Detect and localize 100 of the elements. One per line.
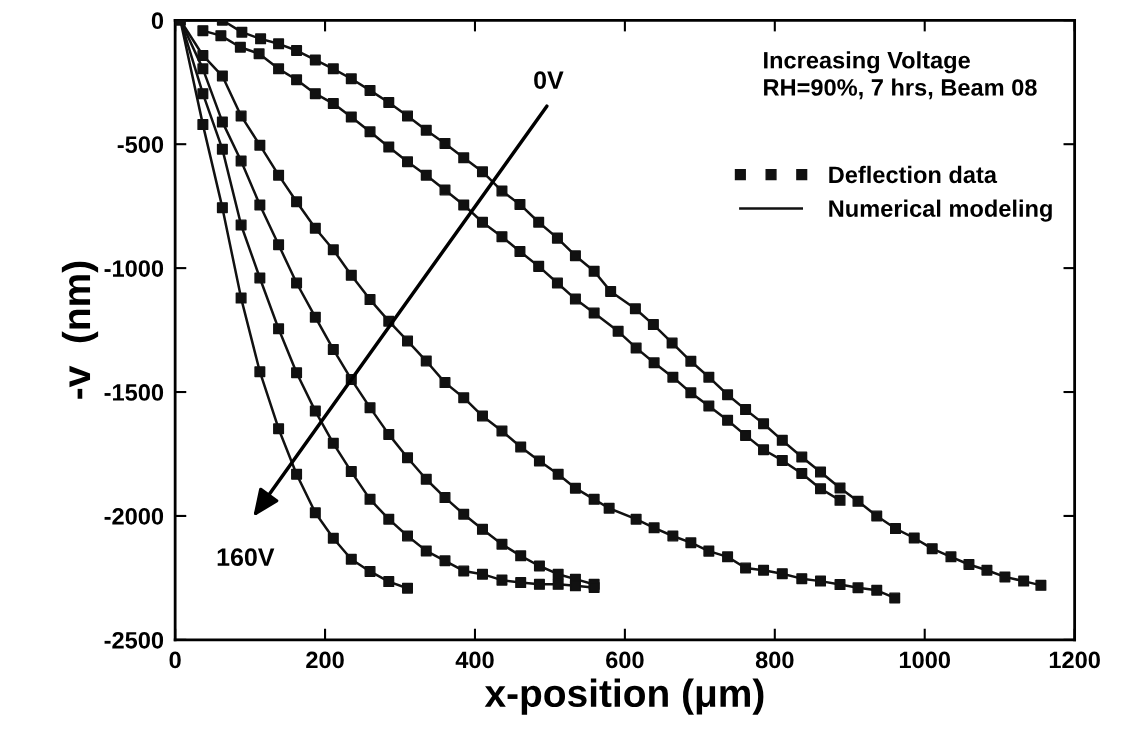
point: [197, 63, 209, 75]
point: [815, 575, 827, 587]
point: [533, 560, 545, 572]
point: [603, 502, 615, 514]
point: [588, 265, 600, 277]
point: [327, 437, 339, 449]
point: [345, 553, 357, 565]
point: [551, 232, 563, 244]
x-tick-label: 1000: [899, 651, 951, 669]
point: [345, 111, 357, 123]
point: [834, 579, 846, 591]
point: [496, 425, 508, 437]
point: [758, 418, 770, 430]
point: [420, 355, 432, 367]
point: [291, 45, 303, 57]
point: [309, 507, 321, 519]
point: [533, 216, 545, 228]
point: [647, 319, 659, 331]
point: [476, 166, 488, 178]
point: [345, 466, 357, 478]
point: [514, 198, 526, 210]
point: [383, 141, 395, 153]
annotation: 0V: [534, 71, 564, 89]
point: [515, 550, 527, 562]
point: [981, 564, 993, 576]
y-tick-label: -1500: [104, 384, 164, 401]
point: [254, 139, 266, 151]
point: [309, 222, 321, 234]
point: [630, 513, 642, 525]
point: [439, 377, 451, 389]
point: [815, 483, 827, 495]
x-tick-label: 600: [606, 651, 644, 669]
point: [648, 522, 660, 534]
point: [439, 492, 451, 504]
point: [402, 452, 414, 464]
point: [889, 592, 901, 604]
point: [758, 564, 770, 576]
y-axis-title: -v (nm): [61, 261, 99, 399]
point: [291, 367, 303, 379]
point: [569, 482, 581, 494]
point: [685, 355, 697, 367]
point: [402, 156, 414, 168]
point: [327, 343, 339, 355]
point: [685, 387, 697, 399]
point: [740, 429, 752, 441]
point: [1018, 575, 1030, 587]
point: [291, 277, 303, 289]
point: [383, 97, 395, 109]
point: [533, 578, 545, 590]
point: [796, 468, 808, 480]
point: [889, 523, 901, 535]
point: [685, 537, 697, 549]
point: [309, 311, 321, 323]
point: [364, 294, 376, 306]
point: [402, 110, 414, 122]
x-tick-label: 1200: [1049, 651, 1100, 669]
point: [999, 571, 1011, 583]
point: [236, 26, 248, 38]
point: [630, 342, 642, 354]
point: [273, 239, 285, 251]
point: [216, 143, 228, 155]
point: [476, 523, 488, 535]
point: [740, 562, 752, 574]
y-tick-label: -2000: [104, 508, 164, 525]
point: [834, 482, 846, 494]
point: [926, 543, 938, 555]
point: [254, 272, 266, 284]
point: [551, 277, 563, 289]
point: [496, 538, 508, 550]
x-tick-label: 0: [169, 651, 181, 669]
point: [273, 169, 285, 181]
point: [496, 574, 508, 586]
point: [402, 530, 414, 542]
annotation: Increasing Voltage RH=90%, 7 hrs, Beam 08: [764, 51, 1037, 100]
point: [852, 582, 864, 594]
point: [255, 33, 267, 45]
point: [420, 545, 432, 557]
point: [439, 184, 451, 196]
point: [569, 580, 581, 592]
y-tick-label: -500: [117, 136, 164, 153]
point: [235, 155, 247, 167]
point: [629, 303, 641, 315]
point: [476, 216, 488, 228]
point: [569, 250, 581, 262]
point: [703, 545, 715, 557]
point: [552, 568, 564, 580]
point: [197, 25, 209, 37]
point: [796, 573, 808, 585]
point: [327, 244, 339, 256]
point: [309, 405, 321, 417]
point: [588, 582, 600, 594]
point: [533, 455, 545, 467]
x-axis-title: x-position (μm): [484, 678, 764, 715]
point: [458, 152, 470, 164]
point: [216, 116, 228, 128]
point: [758, 444, 770, 456]
point: [364, 402, 376, 414]
point: [402, 582, 414, 594]
point: [364, 565, 376, 577]
point: [605, 285, 617, 297]
